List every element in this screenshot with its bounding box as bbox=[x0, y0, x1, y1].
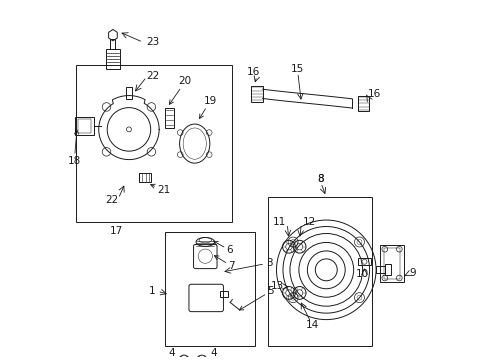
Text: 23: 23 bbox=[146, 37, 160, 47]
Bar bbox=[126, 87, 132, 99]
Text: 19: 19 bbox=[199, 96, 216, 118]
Bar bbox=[357, 258, 370, 265]
Text: 5: 5 bbox=[239, 286, 274, 310]
Bar bbox=[75, 117, 94, 135]
Bar bbox=[383, 248, 399, 279]
Text: 4: 4 bbox=[210, 348, 217, 358]
Bar bbox=[380, 245, 403, 282]
Bar bbox=[110, 39, 115, 49]
Bar bbox=[78, 119, 91, 132]
Text: 22: 22 bbox=[146, 71, 160, 81]
Text: 8: 8 bbox=[317, 174, 324, 184]
Text: 17: 17 bbox=[110, 226, 123, 236]
Text: 6: 6 bbox=[213, 241, 233, 255]
Text: 1: 1 bbox=[149, 286, 155, 296]
Text: 18: 18 bbox=[67, 130, 81, 166]
Text: 21: 21 bbox=[150, 184, 170, 195]
Bar bbox=[164, 108, 174, 127]
Text: 4: 4 bbox=[168, 348, 175, 358]
Text: 22: 22 bbox=[105, 195, 118, 206]
Text: 12: 12 bbox=[303, 217, 316, 227]
Text: 16: 16 bbox=[246, 67, 260, 77]
Bar bbox=[105, 49, 120, 69]
Text: 14: 14 bbox=[305, 320, 318, 330]
Bar bbox=[219, 291, 228, 297]
Text: 8: 8 bbox=[317, 174, 324, 184]
Bar bbox=[375, 266, 384, 273]
Text: 10: 10 bbox=[355, 269, 368, 279]
Bar bbox=[357, 96, 368, 111]
Bar bbox=[267, 197, 372, 346]
Text: 2: 2 bbox=[0, 359, 1, 360]
Text: 15: 15 bbox=[291, 64, 304, 74]
Text: 9: 9 bbox=[408, 268, 415, 278]
Text: 11: 11 bbox=[272, 217, 285, 227]
Bar bbox=[164, 233, 255, 346]
Bar bbox=[384, 265, 390, 275]
Bar bbox=[138, 173, 151, 182]
Bar bbox=[76, 66, 232, 222]
Text: 7: 7 bbox=[214, 256, 235, 271]
Text: 3: 3 bbox=[265, 258, 272, 268]
Text: 16: 16 bbox=[367, 89, 380, 99]
Text: 13: 13 bbox=[270, 281, 283, 291]
Bar bbox=[251, 86, 262, 102]
Text: 20: 20 bbox=[169, 76, 191, 104]
